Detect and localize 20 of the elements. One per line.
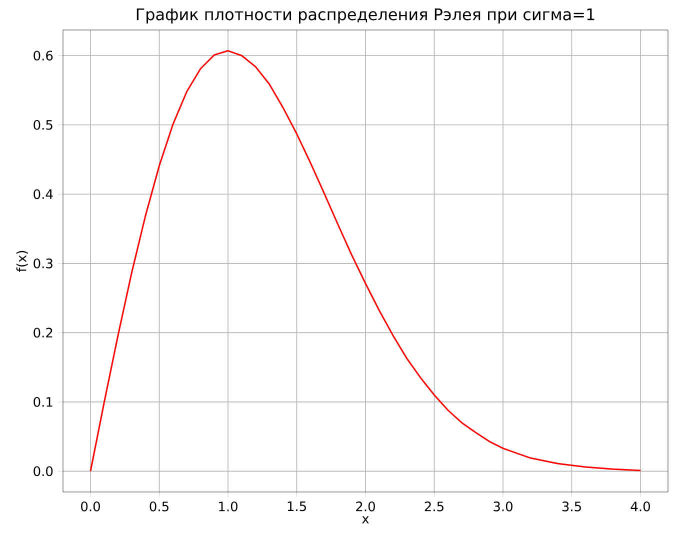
y-tick-label: 0.2 bbox=[34, 328, 52, 338]
y-tick-label: 0.6 bbox=[34, 50, 53, 61]
y-tick-label: 0.4 bbox=[34, 189, 53, 200]
x-tick-label: 0.5 bbox=[150, 502, 168, 512]
x-tick-label: 4.0 bbox=[630, 502, 650, 512]
x-tick-label: 3.5 bbox=[562, 502, 581, 512]
chart-title: График плотности распределения Рэлея при сигма=1 bbox=[136, 8, 594, 24]
y-tick-label: 0.5 bbox=[34, 120, 52, 130]
x-tick-label: 3.0 bbox=[494, 502, 512, 512]
x-tick-label: 1.5 bbox=[288, 502, 306, 512]
y-tick-label: 0.0 bbox=[34, 466, 53, 476]
x-tick-label: 2.0 bbox=[356, 502, 375, 512]
x-axis-title: x bbox=[362, 516, 369, 524]
x-tick-label: 1.0 bbox=[219, 502, 238, 512]
y-tick-label: 0.3 bbox=[34, 258, 52, 268]
y-tick-label: 0.1 bbox=[34, 397, 52, 407]
x-tick-label: 2.5 bbox=[424, 502, 444, 512]
y-axis-title: f(x) bbox=[16, 250, 28, 272]
x-tick-label: 0.0 bbox=[81, 502, 100, 512]
line-series bbox=[90, 50, 642, 472]
